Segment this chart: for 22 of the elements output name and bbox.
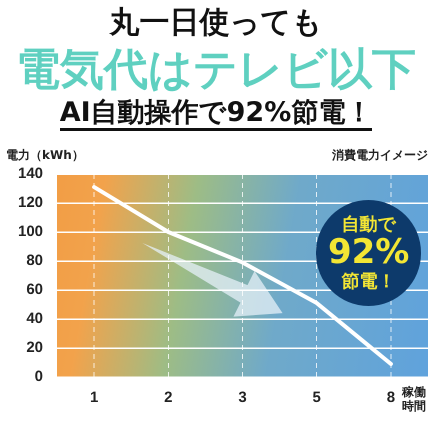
annotation: 92% [328,232,410,272]
x-tick-label: 8 [386,389,396,406]
y-tick-label: 60 [26,281,44,298]
y-axis-title: 電力（kWh） [6,148,84,162]
x-tick-label: 2 [164,389,172,406]
y-tick-label: 140 [18,165,44,182]
annotation: 節電！ [342,270,396,292]
x-tick-label: 3 [238,389,247,406]
annotation: 自動で [342,214,396,235]
y-tick-label: 20 [26,339,44,356]
y-tick-label: 40 [26,310,44,328]
text: AI自動操作で92%節電！ [60,97,372,131]
y-tick-label: 120 [18,194,44,212]
chart-subtitle: 電気代はテレビ以下 [16,44,416,95]
x-tick-label: 5 [312,389,321,406]
text: 消費電力イメージ [331,148,428,162]
y-tick-label: 0 [34,368,44,386]
x-tick-label: 1 [90,389,98,406]
y-tick-label: 80 [26,252,44,270]
y-tick-label: 100 [18,223,44,240]
x-axis-title: 稼働時間 [401,385,426,414]
chart-title: 丸一日使っても [108,4,324,42]
